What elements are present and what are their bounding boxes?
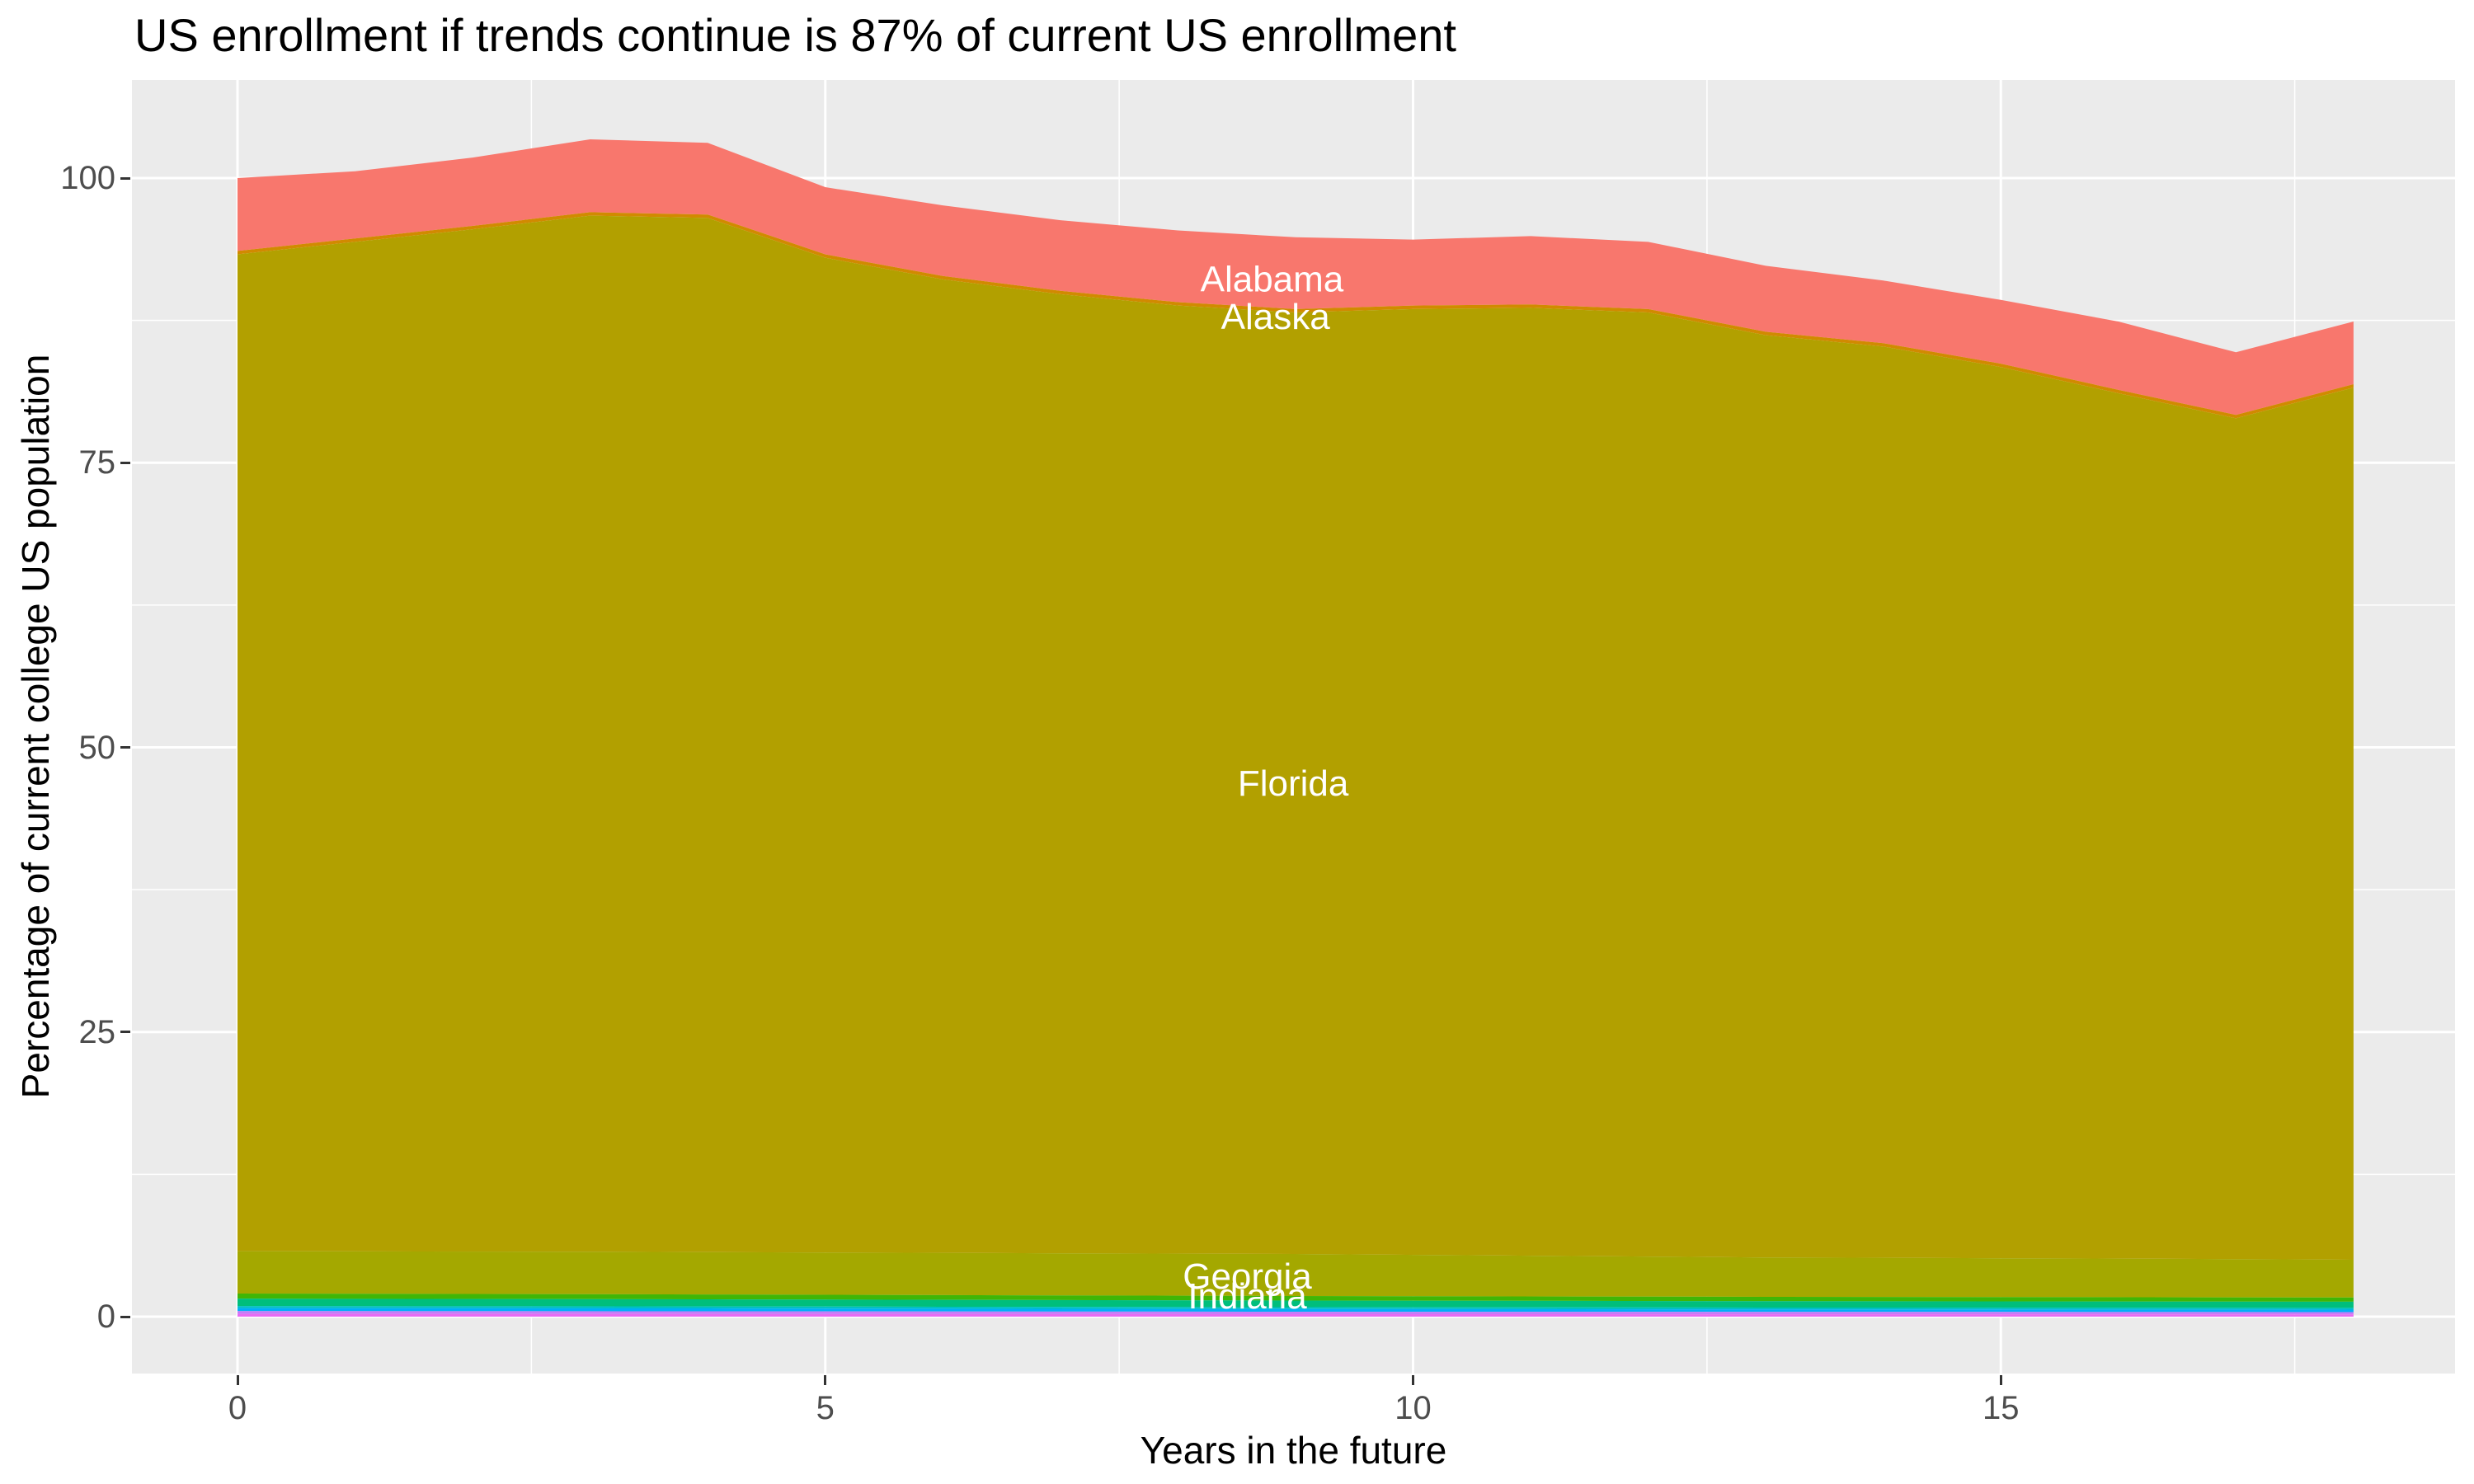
x-tick-mark xyxy=(824,1375,827,1385)
area-00BFC4 xyxy=(238,1306,2354,1310)
x-tick-label: 15 xyxy=(1982,1390,2020,1426)
area-label-indiana: Indiana xyxy=(1188,1276,1307,1317)
area-alaska xyxy=(238,212,2354,419)
area-E76BF3 xyxy=(238,1313,2354,1317)
area-40B606 xyxy=(238,1293,2354,1302)
area-alabama xyxy=(238,139,2354,416)
x-tick-label: 5 xyxy=(816,1390,835,1426)
area-C57CF7 xyxy=(238,1311,2354,1315)
y-tick-label: 100 xyxy=(60,160,115,196)
chart-title: US enrollment if trends continue is 87% … xyxy=(134,9,1456,61)
y-tick-mark xyxy=(120,176,130,180)
area-florida xyxy=(238,215,2354,1260)
x-tick-label: 0 xyxy=(228,1390,247,1426)
x-tick-mark xyxy=(236,1375,239,1385)
y-tick-mark xyxy=(120,1031,130,1034)
area-label-alabama: Alabama xyxy=(1201,259,1344,299)
y-tick-label: 0 xyxy=(96,1298,115,1335)
area-00BE7C xyxy=(238,1298,2354,1308)
x-axis-title: Years in the future xyxy=(1140,1429,1447,1472)
plot-panel: Alabama Alaska Florida Georgia Indiana xyxy=(132,80,2455,1374)
area-00AEF8 xyxy=(238,1308,2354,1313)
y-tick-mark xyxy=(120,1315,130,1318)
area-label-georgia: Georgia xyxy=(1183,1256,1312,1297)
y-tick-label: 25 xyxy=(78,1013,116,1050)
y-tick-mark xyxy=(120,461,130,464)
y-axis-title: Percentage of current college US populat… xyxy=(14,354,57,1099)
x-tick-mark xyxy=(1412,1375,1414,1385)
area-georgia xyxy=(238,1251,2354,1298)
y-tick-mark xyxy=(120,746,130,749)
area-label-florida: Florida xyxy=(1238,763,1349,804)
x-tick-label: 10 xyxy=(1395,1390,1432,1426)
y-tick-label: 50 xyxy=(78,729,116,766)
area-label-alaska: Alaska xyxy=(1221,297,1331,337)
x-tick-mark xyxy=(1999,1375,2002,1385)
y-tick-label: 75 xyxy=(78,444,116,481)
